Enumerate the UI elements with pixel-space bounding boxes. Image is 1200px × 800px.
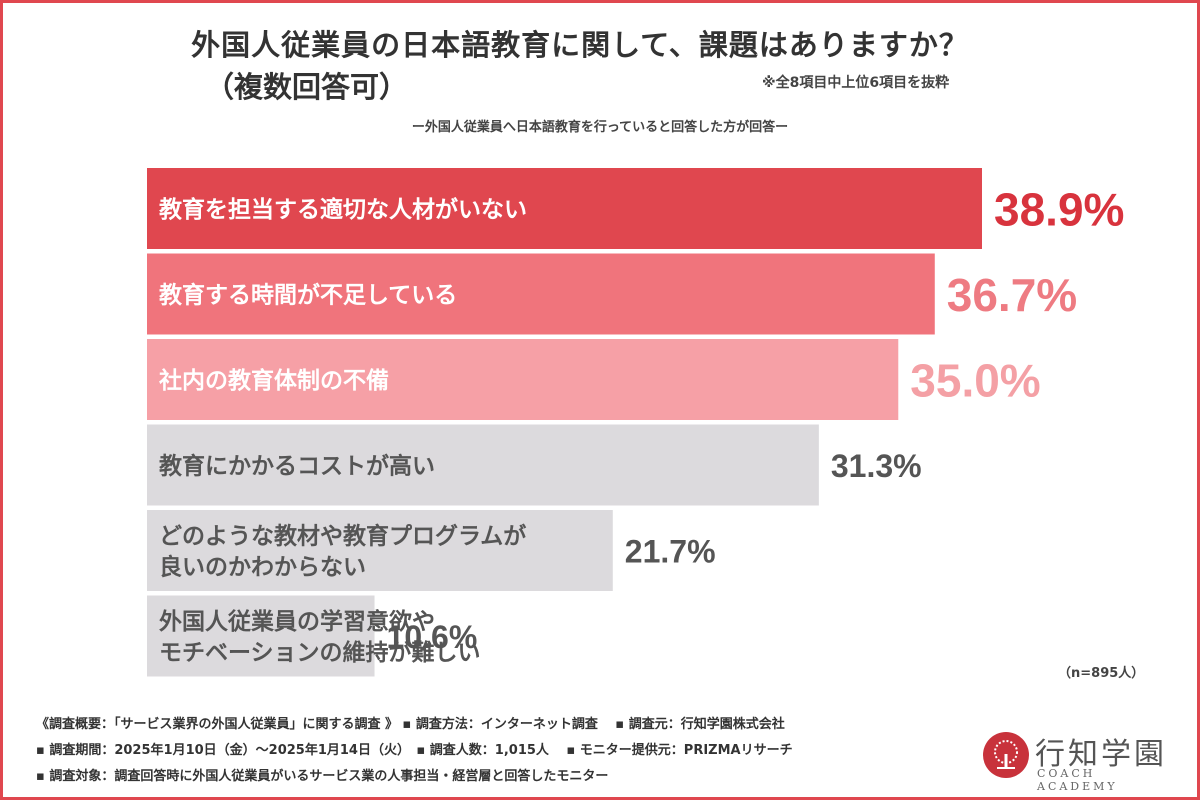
bar-2 <box>147 253 935 335</box>
category-label-2: 教育する時間が不足している <box>159 281 457 308</box>
value-label-6: 10.6% <box>387 619 478 655</box>
category-label-3: 社内の教育体制の不備 <box>159 367 389 394</box>
value-label-2: 36.7% <box>947 269 1077 321</box>
chart-subtitle: （複数回答可） <box>205 70 409 104</box>
bar-1 <box>147 168 982 249</box>
value-label-1: 38.9% <box>994 184 1124 236</box>
respondents-note: ー外国人従業員へ日本語教育を行っていると回答した方が回答ー <box>411 120 789 135</box>
category-label-4: 教育にかかるコストが高い <box>159 452 435 479</box>
survey-target: ▪ 調査対象：調査回答時に外国人従業員がいるサービス業の人事担当・経営層と回答し… <box>36 769 609 784</box>
bar-5 <box>147 510 613 591</box>
extract-note: ※全8項目中上位6項目を抜粋 <box>762 75 950 91</box>
value-label-5: 21.7% <box>625 534 716 570</box>
bar-6 <box>147 595 375 677</box>
category-label-5-line-1: どのような教材や教育プログラムが <box>159 522 526 549</box>
bar-3 <box>147 339 899 420</box>
category-label-6-line-1: 外国人従業員の学習意欲や <box>159 608 435 635</box>
logo-subtitle: COACH ACADEMY <box>1037 767 1118 793</box>
sample-size: （n=895人） <box>1058 666 1145 681</box>
bar-4 <box>147 424 819 506</box>
category-label-5-line-2: 良いのかわからない <box>159 553 366 580</box>
value-label-3: 35.0% <box>910 355 1040 407</box>
tree-emblem-icon <box>983 732 1029 778</box>
logo-name: 行知学園 <box>1035 737 1167 772</box>
survey-period: ▪ 調査期間：2025年1月10日（金）～2025年1月14日（火） ▪ 調査人… <box>36 743 793 758</box>
survey-overview: 《調査概要：「サービス業界の外国人従業員」に関する調査 》 ▪ 調査方法：インタ… <box>36 717 785 732</box>
category-label-1: 教育を担当する適切な人材がいない <box>159 196 527 223</box>
category-label-6-line-2: モチベーションの維持が難しい <box>159 639 481 666</box>
value-label-4: 31.3% <box>831 448 922 484</box>
company-logo: 行知学園 COACH ACADEMY <box>983 728 1173 793</box>
chart-title: 外国人従業員の日本語教育に関して、課題はありますか？ <box>191 28 969 62</box>
